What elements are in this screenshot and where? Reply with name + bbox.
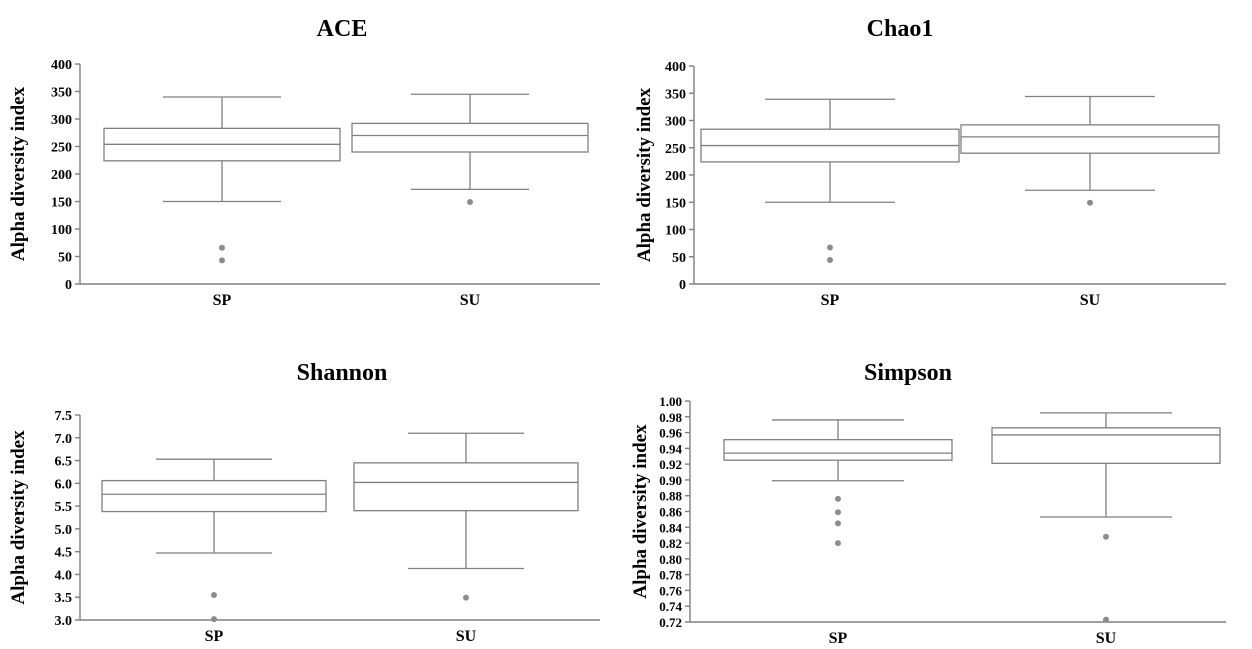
y-tick-label: 50 [672,251,686,266]
y-tick-label: 0.80 [659,552,682,567]
x-category-label: SP [829,630,848,644]
iqr-box [101,479,327,513]
y-tick-label: 300 [665,115,686,130]
y-tick-label: 200 [665,169,686,184]
y-tick-label: 6.0 [55,477,73,492]
boxplot-su [991,412,1221,623]
y-tick-label: 250 [51,141,72,156]
chao1-chart-title: Chao1 [867,16,934,42]
outlier-point [835,520,841,527]
y-tick-label: 0.96 [659,426,682,441]
y-axis-label: Alpha diversity index [634,87,655,262]
x-category-label: SU [1080,292,1101,309]
y-tick-label: 0.94 [659,441,682,456]
y-tick-label: 150 [665,196,686,211]
y-tick-label: 0.82 [659,536,682,551]
outlier-point [211,616,217,623]
chart-shannon: Shannon Alpha diversity index 3.0 3.5 4.0 4.5… [0,322,620,649]
x-category-label: SP [205,628,224,644]
outlier-point [835,495,841,502]
y-tick-label: 50 [58,251,72,266]
y-tick-label: 5.0 [55,523,73,538]
y-tick-label: 0.74 [659,599,682,614]
iqr-box [353,462,579,512]
outlier-point [211,591,217,598]
y-tick-label: 1.00 [659,394,682,409]
y-tick-label: 0.92 [659,457,682,472]
y-axis-label: Alpha diversity index [8,86,29,261]
x-category-label: SP [213,292,232,309]
y-tick-label: 400 [51,58,72,73]
y-tick-label: 0.86 [659,505,682,520]
ace-boxplot-svg: ACE Alpha diversity index 0 50 100 150 200 250 3… [8,16,600,309]
boxplot-su [353,432,579,601]
y-tick-label: 6.5 [55,455,73,470]
shannon-boxplot-svg: Shannon Alpha diversity index 3.0 3.5 4.0 4.5… [8,360,600,645]
x-category-label: SU [456,628,477,644]
boxplot-sp [103,96,341,264]
y-tick-label: 350 [665,87,686,102]
x-category-label: SP [821,292,840,309]
chao1-boxplot-svg: Chao1 Alpha diversity index 0 50 100 150 200 25… [634,16,1226,309]
outlier-point [467,199,473,206]
y-tick-label: 5.5 [55,500,73,515]
boxplot-sp [700,98,960,264]
y-tick-label: 150 [51,196,72,211]
y-tick-label: 4.5 [55,546,73,561]
y-axis-label: Alpha diversity index [8,430,29,605]
y-tick-label: 100 [665,224,686,239]
y-tick-label: 3.0 [55,614,73,629]
outlier-point [219,257,225,264]
y-tick-label: 0.98 [659,410,682,425]
y-axis-label: Alpha diversity index [630,424,651,599]
y-tick-label: 0.84 [659,520,682,535]
iqr-box [960,124,1220,154]
outlier-point [219,244,225,251]
y-tick-label: 100 [51,223,72,238]
boxplot-sp [101,458,327,623]
outlier-point [1103,533,1109,540]
chart-simpson: Simpson Alpha diversity index 0.72 0.74 0.76… [626,322,1246,649]
boxplot-su [960,95,1220,206]
x-category-label: SU [1096,630,1117,644]
ace-chart-title: ACE [317,16,368,42]
outlier-point [835,509,841,516]
y-tick-label: 350 [51,86,72,101]
shannon-chart-title: Shannon [297,360,388,386]
y-tick-label: 0.90 [659,473,682,488]
y-tick-label: 0 [679,278,686,293]
y-tick-label: 4.0 [55,568,73,583]
outlier-point [1103,616,1109,623]
y-tick-label: 0 [65,278,72,293]
chart-ace: ACE Alpha diversity index 0 50 100 150 200 250 3… [0,0,620,323]
chart-chao1: Chao1 Alpha diversity index 0 50 100 150 200 25… [626,0,1246,323]
y-tick-label: 3.5 [55,591,73,606]
boxplot-su [351,93,589,206]
y-tick-label: 400 [665,60,686,75]
y-tick-label: 7.5 [55,409,73,424]
outlier-point [827,244,833,251]
y-tick-label: 250 [665,142,686,157]
outlier-point [827,257,833,264]
x-category-label: SU [460,292,481,309]
y-tick-label: 300 [51,113,72,128]
y-tick-label: 0.76 [659,583,682,598]
iqr-box [723,439,953,461]
simpson-boxplot-svg: Simpson Alpha diversity index 0.720.740.76… [630,360,1226,647]
iqr-box [351,122,589,153]
y-tick-label: 0.88 [659,489,682,504]
y-tick-label: 7.0 [55,432,73,447]
y-tick-label: 0.78 [659,568,682,583]
simpson-chart-title: Simpson [864,360,952,386]
boxplot-sp [723,419,953,547]
y-tick-label: 0.72 [659,615,682,630]
outlier-point [835,540,841,547]
outlier-point [463,594,469,601]
iqr-box [991,427,1221,465]
y-tick-label: 200 [51,168,72,183]
outlier-point [1087,199,1093,206]
